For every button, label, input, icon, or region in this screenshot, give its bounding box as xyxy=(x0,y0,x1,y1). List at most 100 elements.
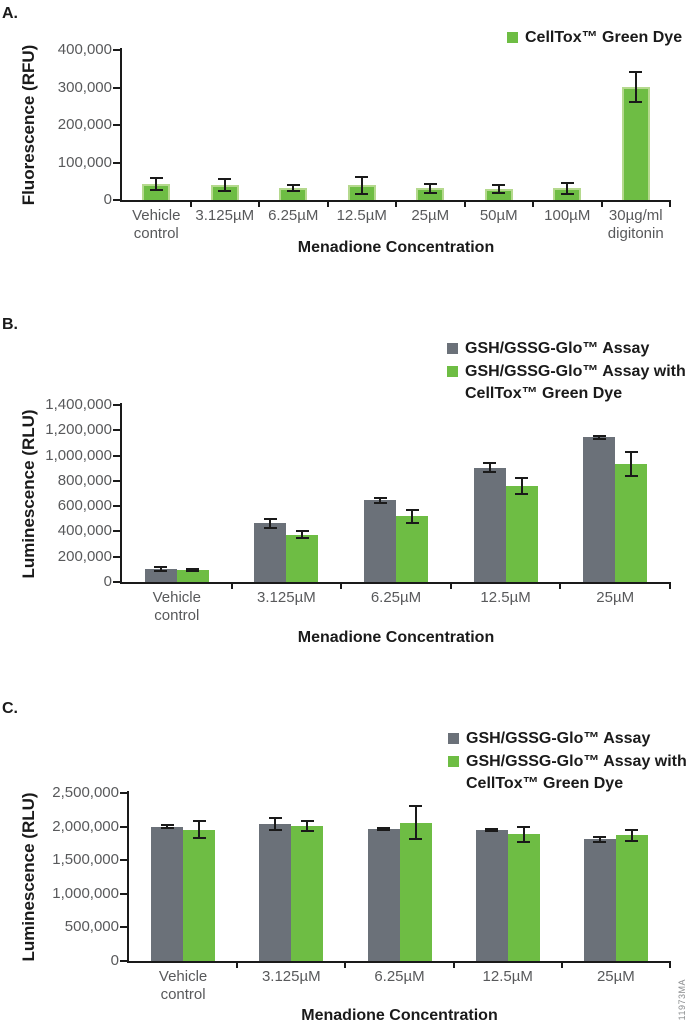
error-bar-cap-top xyxy=(405,508,419,511)
x-category-label: 12.5µM xyxy=(336,207,387,224)
error-bar-cap-bottom xyxy=(300,829,314,832)
x-category-label: 12.5µM xyxy=(480,589,531,606)
panel-a: A. CellTox™ Green Dye 0 100,000 200,000 300… xyxy=(0,0,688,300)
y-tick-mark xyxy=(113,86,120,89)
error-bar-cap-top xyxy=(483,462,497,465)
x-category-label: 6.25µM xyxy=(370,589,422,606)
error-bar-stem xyxy=(269,518,272,528)
bar xyxy=(364,500,396,582)
x-category-label: 50µM xyxy=(479,207,518,224)
error-bar-cap-top xyxy=(263,517,277,520)
chart-b-luminescence: 0 200,000 400,000 600,000 800,000 1,000,000 1,… xyxy=(0,300,688,660)
error-bar-cap-bottom xyxy=(485,830,499,833)
error-bar-cap-top xyxy=(625,828,639,831)
bar xyxy=(291,825,324,961)
y-tick-mark xyxy=(113,161,120,164)
x-category-label: 6.25µM xyxy=(374,968,425,985)
y-tick-mark xyxy=(113,124,120,126)
y-tick-mark xyxy=(113,199,120,201)
x-tick-mark xyxy=(258,200,260,207)
error-bar-stem xyxy=(630,829,633,842)
error-bar-cap-bottom xyxy=(295,537,309,540)
y-axis-line xyxy=(120,403,122,584)
x-tick-mark xyxy=(669,200,671,207)
legend-a: CellTox™ Green Dye xyxy=(507,27,682,50)
x-tick-mark xyxy=(236,961,239,968)
x-tick-mark xyxy=(600,200,603,207)
error-bar-cap-bottom xyxy=(192,837,206,840)
x-axis-title: Menadione Concentration xyxy=(297,629,495,646)
bar xyxy=(583,437,616,582)
panel-label-c: C. xyxy=(2,700,18,717)
legend-label: GSH/GSSG-Glo™ Assay with CellTox™ Green … xyxy=(465,363,686,402)
bar xyxy=(259,823,292,961)
x-tick-mark xyxy=(340,582,343,589)
x-tick-mark xyxy=(395,200,397,207)
y-tick-mark xyxy=(113,429,120,432)
error-bar-stem xyxy=(306,820,309,831)
error-bar-stem xyxy=(198,821,201,839)
bar xyxy=(505,485,538,582)
legend-label: GSH/GSSG-Glo™ Assay xyxy=(465,340,650,357)
error-bar-stem xyxy=(191,568,194,572)
x-axis-title: Menadione Concentration xyxy=(297,239,495,256)
error-bar-cap-bottom xyxy=(423,191,437,194)
legend-label: GSH/GSSG-Glo™ Assay xyxy=(466,730,651,747)
error-bar-cap-bottom xyxy=(517,840,531,843)
error-bar-cap-top xyxy=(515,477,529,480)
bar xyxy=(473,467,506,582)
y-tick-label: 100,000 xyxy=(57,153,112,171)
error-bar-stem xyxy=(634,72,637,103)
bar xyxy=(286,534,319,582)
legend-entry: GSH/GSSG-Glo™ Assay xyxy=(448,728,687,750)
legend-swatch-icon xyxy=(448,756,459,767)
error-bar-stem xyxy=(292,184,295,192)
legend-entry: GSH/GSSG-Glo™ Assay with CellTox™ Green … xyxy=(447,361,686,405)
legend-label: CellTox™ Green Dye xyxy=(525,29,683,46)
x-tick-mark xyxy=(344,961,347,968)
error-bar-cap-bottom xyxy=(592,437,606,440)
error-bar-stem xyxy=(360,177,363,194)
error-bar-cap-bottom xyxy=(286,190,300,193)
x-category-label: 3.125µM xyxy=(195,207,255,224)
x-tick-mark xyxy=(463,200,466,207)
error-bar-cap-bottom xyxy=(405,521,419,524)
x-tick-mark xyxy=(326,200,329,207)
figure-id-watermark: 11973MA xyxy=(677,978,687,1020)
error-bar-stem xyxy=(382,827,385,830)
error-bar-cap-top xyxy=(300,819,314,822)
y-tick-label: 1,500,000 xyxy=(52,851,119,869)
error-bar-cap-bottom xyxy=(218,189,232,192)
error-bar-cap-top xyxy=(355,176,369,179)
x-category-label: 6.25µM xyxy=(268,207,319,224)
y-tick-label: 500,000 xyxy=(64,918,119,936)
error-bar-stem xyxy=(566,182,569,194)
error-bar-cap-bottom xyxy=(373,501,387,504)
y-tick-mark xyxy=(113,530,120,533)
error-bar-cap-bottom xyxy=(483,471,497,473)
legend-swatch-icon xyxy=(447,343,458,354)
error-bar-cap-top xyxy=(160,823,174,826)
x-axis-line xyxy=(120,582,671,584)
bar xyxy=(507,834,540,961)
y-tick-label: 0 xyxy=(103,191,112,208)
x-category-label: 25µM xyxy=(596,968,635,985)
legend-swatch-icon xyxy=(447,366,458,377)
error-bar-cap-top xyxy=(186,567,200,570)
y-axis-line xyxy=(120,48,122,202)
error-bar-stem xyxy=(411,509,413,523)
bar xyxy=(176,569,209,582)
x-category-label: Vehicle control xyxy=(158,968,208,1003)
error-bar-cap-bottom xyxy=(149,188,163,191)
bar xyxy=(615,835,648,961)
error-bar-cap-top xyxy=(373,497,387,500)
error-bar-cap-top xyxy=(154,566,168,569)
bar xyxy=(144,569,177,582)
y-tick-label: 300,000 xyxy=(57,78,112,96)
x-category-label: 25µM xyxy=(596,589,635,606)
bar xyxy=(367,828,400,961)
legend-swatch-icon xyxy=(507,32,518,43)
x-tick-mark xyxy=(560,961,563,968)
error-bar-stem xyxy=(159,567,162,572)
